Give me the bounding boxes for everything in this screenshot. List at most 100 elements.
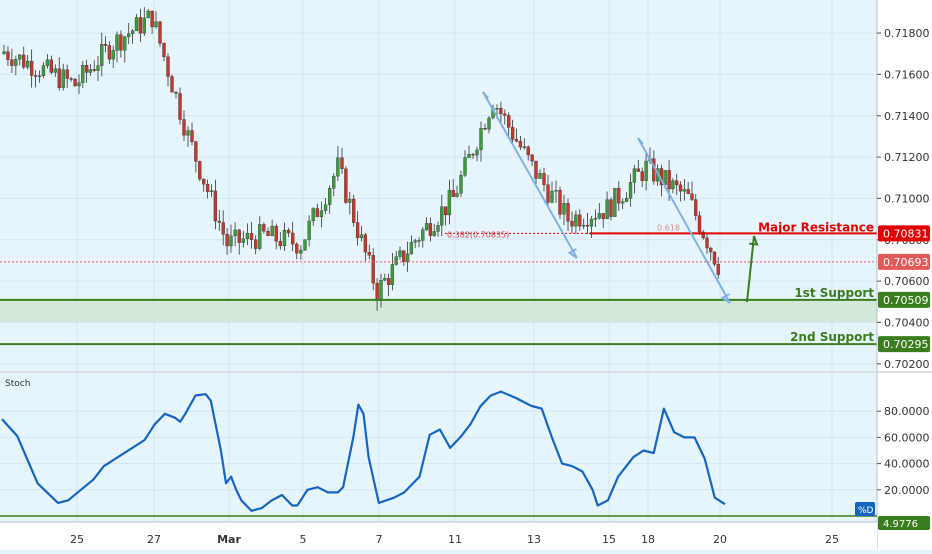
- candle-body: [383, 278, 387, 281]
- candle-body: [624, 198, 629, 202]
- candle-body: [558, 190, 562, 215]
- major-resistance-label: Major Resistance: [758, 220, 874, 234]
- candle-body: [65, 69, 69, 79]
- candle-body: [100, 44, 104, 66]
- candle-body: [632, 168, 637, 183]
- candle-body: [190, 130, 194, 142]
- candle-body: [421, 229, 425, 241]
- candle-body: [574, 214, 578, 227]
- stoch-tick-label: 80.0000: [884, 405, 930, 418]
- candle-body: [621, 201, 625, 204]
- candle-body: [613, 187, 617, 217]
- candle-body: [522, 146, 526, 148]
- candle-body: [487, 117, 491, 130]
- blue-arrow-head: [720, 293, 731, 304]
- candle-body: [69, 78, 73, 80]
- time-tick-label: 7: [376, 533, 383, 546]
- candle-body: [150, 10, 154, 28]
- stoch-tick-label: 20.0000: [884, 484, 930, 497]
- time-tick-label: Mar: [217, 533, 241, 546]
- candle-body: [111, 50, 115, 60]
- time-tick-label: 20: [713, 533, 727, 546]
- candle-body: [675, 180, 679, 186]
- candle-body: [45, 59, 50, 66]
- candle-body: [182, 119, 186, 136]
- candle-body: [130, 30, 135, 34]
- candle-body: [709, 247, 713, 253]
- candle-body: [518, 140, 523, 148]
- candle-body: [198, 161, 202, 180]
- candle-body: [712, 251, 717, 265]
- candle-body: [229, 235, 233, 247]
- blue-arrow-tail: [637, 137, 644, 145]
- price-tick-label: 0.71400: [884, 110, 930, 123]
- candle-body: [495, 108, 499, 110]
- stoch-line: [1, 390, 726, 512]
- resistance-badge: 0.70831: [883, 227, 929, 240]
- candle-body: [142, 17, 146, 34]
- candle-body: [394, 256, 398, 265]
- time-tick-label: 5: [300, 533, 307, 546]
- price-tick-label: 0.71600: [884, 68, 930, 81]
- candle-body: [436, 225, 440, 232]
- candle-body: [483, 128, 487, 130]
- price-tick-label: 0.70400: [884, 316, 930, 329]
- candle-body: [18, 54, 22, 60]
- candle-body: [671, 180, 675, 190]
- candle-body: [205, 184, 210, 192]
- candle-body: [534, 160, 538, 179]
- candle-body: [262, 224, 266, 232]
- candle-body: [146, 10, 150, 19]
- candle-body: [119, 34, 123, 51]
- candle-body: [33, 75, 38, 77]
- candle-body: [597, 213, 601, 219]
- candle-body: [81, 65, 85, 83]
- stoch-last-label: 4.9776: [883, 519, 918, 530]
- candle-body: [636, 168, 640, 172]
- candle-body: [115, 34, 119, 51]
- candle-body: [359, 234, 364, 239]
- candle-body: [507, 115, 511, 128]
- candle-body: [138, 17, 143, 34]
- candle-body: [417, 240, 421, 242]
- candle-body: [258, 224, 262, 249]
- stoch-title: Stoch: [5, 379, 30, 389]
- candle-body: [266, 231, 270, 237]
- candle-body: [701, 231, 705, 239]
- candle-body: [77, 82, 81, 87]
- candle-body: [375, 282, 379, 301]
- candle-body: [170, 76, 174, 93]
- candle-body: [202, 178, 206, 185]
- candle-body: [686, 189, 690, 194]
- candle-body: [678, 184, 683, 192]
- candle-body: [467, 154, 471, 158]
- support2-badge: 0.70295: [883, 338, 929, 351]
- candle-body: [61, 69, 65, 88]
- blue-arrow-head: [567, 248, 578, 259]
- candle-body: [311, 208, 315, 222]
- candle-body: [459, 175, 463, 194]
- candle-body: [667, 170, 671, 190]
- candle-body: [705, 237, 709, 249]
- candle-body: [103, 44, 108, 46]
- candle-body: [96, 65, 100, 71]
- candle-body: [499, 108, 503, 115]
- candle-body: [566, 203, 570, 222]
- candle-body: [88, 69, 93, 73]
- candle-body: [127, 33, 131, 37]
- candle-body: [73, 78, 77, 87]
- fib-label-left: 0.382(0.70835): [447, 230, 509, 239]
- candle-body: [570, 221, 574, 227]
- candle-body: [402, 250, 406, 262]
- price-tick-label: 0.71200: [884, 151, 930, 164]
- green-arrow: [746, 235, 755, 303]
- price-tick-label: 0.70600: [884, 275, 930, 288]
- candle-body: [37, 75, 42, 77]
- candle-body: [274, 225, 278, 242]
- time-tick-label: 15: [602, 533, 616, 546]
- candle-body: [367, 251, 371, 256]
- candle-body: [428, 223, 433, 236]
- candle-body: [371, 255, 375, 284]
- support1-badge: 0.70509: [883, 294, 929, 307]
- blue-arrow: [637, 137, 731, 304]
